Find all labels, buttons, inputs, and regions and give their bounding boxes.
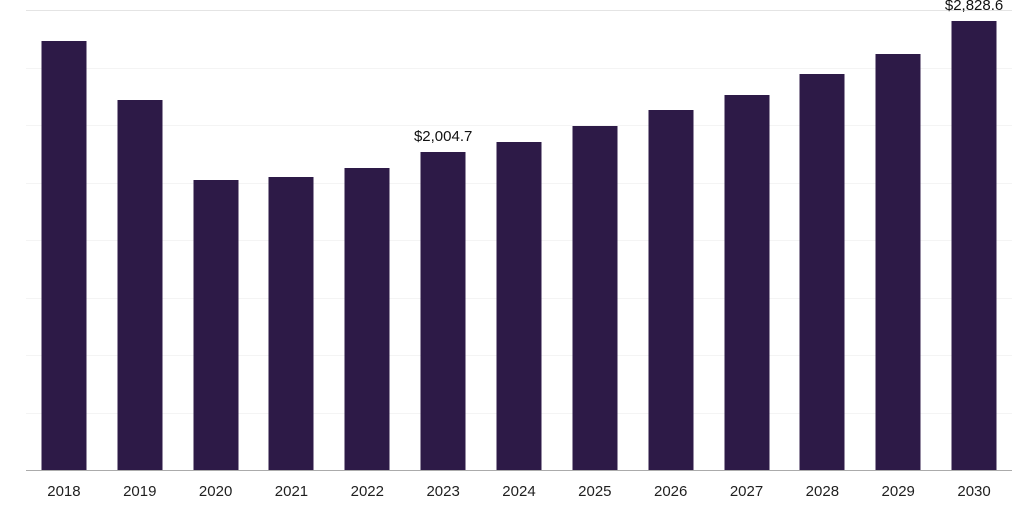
bar-2019 (117, 100, 163, 470)
x-axis-label-2028: 2028 (805, 483, 840, 500)
bar-slot-2021 (254, 10, 330, 470)
bar-value-label-2023: $2,004.7 (413, 128, 473, 146)
bars-container: $2,004.7 $2,828.6 (26, 0, 1012, 470)
x-axis-label-2030: 2030 (957, 483, 991, 500)
bar-2022 (344, 167, 390, 470)
bar-2020 (193, 179, 239, 470)
x-axis-label-2026: 2026 (653, 483, 688, 500)
x-axis-label-2027: 2027 (729, 483, 764, 500)
bar-2021 (268, 177, 314, 470)
bar-slot-2027 (709, 10, 785, 470)
bar-slot-2019 (102, 10, 178, 470)
x-axis-label-2019: 2019 (123, 483, 157, 500)
bar-slot-2030: $2,828.6 (936, 0, 1012, 470)
bar-2018 (41, 40, 87, 470)
bar-2027 (724, 94, 770, 470)
gridline (26, 125, 1012, 126)
bar-slot-2024 (481, 10, 557, 470)
x-axis-label-2020: 2020 (198, 483, 233, 500)
plot-area: $2,004.7 $2,828.6 (26, 0, 1012, 471)
x-axis-label-2025: 2025 (578, 483, 612, 500)
bar-2025 (572, 125, 618, 470)
bar-2030 (951, 21, 997, 470)
bar-2029 (875, 53, 921, 470)
bar-2028 (799, 74, 845, 470)
bar-slot-2020 (178, 10, 254, 470)
gridline (26, 10, 1012, 11)
bar-slot-2023: $2,004.7 (405, 10, 481, 470)
x-axis-line (26, 470, 1012, 471)
bar-slot-2022 (329, 10, 405, 470)
x-axis-label-2022: 2022 (350, 483, 384, 500)
x-axis-label-2029: 2029 (881, 483, 915, 500)
bar-2024 (496, 141, 542, 470)
bar-slot-2018 (26, 10, 102, 470)
bar-slot-2029 (860, 10, 936, 470)
x-axis-label-2018: 2018 (47, 483, 81, 500)
x-axis-label-2021: 2021 (274, 483, 309, 500)
x-axis-labels: 2018 2019 2020 2021 2022 2023 2024 2025 2026 2027… (26, 470, 1012, 512)
bar-2023 (420, 152, 466, 470)
bar-2026 (648, 109, 694, 470)
bar-slot-2026 (633, 10, 709, 470)
x-axis-label-2023: 2023 (426, 483, 460, 500)
bar-slot-2025 (557, 10, 633, 470)
bar-value-label-2030: $2,828.6 (944, 0, 1004, 15)
gridline (26, 67, 1012, 69)
bar-slot-2028 (784, 10, 860, 470)
x-axis-label-2024: 2024 (502, 483, 536, 500)
